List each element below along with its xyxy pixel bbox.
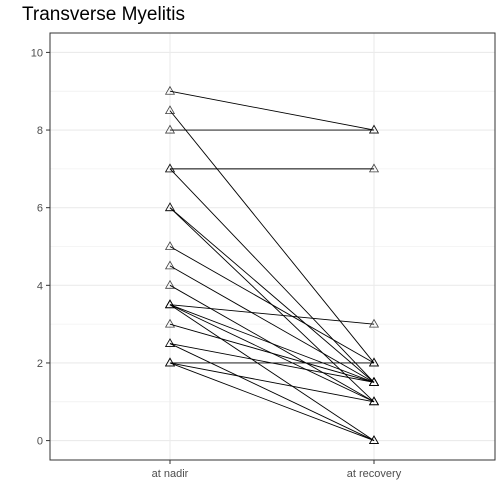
data-point-marker [368,357,380,367]
data-point-marker [164,105,176,115]
series-line [169,207,375,383]
series-line [169,246,375,364]
y-tick-label: 8 [37,125,43,137]
data-point-marker [164,299,176,309]
series-line [169,304,375,441]
panel-border [49,32,496,461]
x-tick-label: at recovery [347,468,402,480]
series-line [169,168,375,383]
data-point-marker [368,376,380,386]
x-axis: at nadir at recovery [152,460,402,480]
data-point-marker [368,396,380,406]
series-points [164,85,380,444]
grid-minor [50,90,495,403]
data-point-marker [164,202,176,212]
data-point-marker [368,435,380,444]
y-tick-label: 6 [37,203,43,215]
series-line [169,362,375,442]
y-axis: 0 2 4 6 8 10 [31,47,50,448]
data-point-marker [164,338,176,347]
data-point-marker [164,357,176,367]
y-tick-label: 0 [37,436,43,448]
chart-title: Transverse Myelitis [22,4,185,25]
data-point-marker [164,124,176,134]
data-point-marker [164,260,176,270]
x-tick-label: at nadir [152,468,189,480]
data-point-marker [368,318,380,328]
data-point-marker [368,163,380,173]
series-line [169,90,375,131]
data-point-marker [164,241,176,250]
series-line [169,343,375,441]
series-line [169,362,375,403]
data-point-marker [164,279,176,289]
data-point-marker [164,318,176,328]
series-line [169,304,375,325]
y-tick-label: 10 [31,47,43,59]
data-point-marker [368,124,380,134]
data-point-marker [164,163,176,173]
data-point-marker [164,85,176,95]
y-tick-label: 4 [37,280,43,292]
series-lines [169,90,375,442]
series-line [169,304,375,383]
series-line [169,323,375,383]
y-tick-label: 2 [37,358,43,370]
